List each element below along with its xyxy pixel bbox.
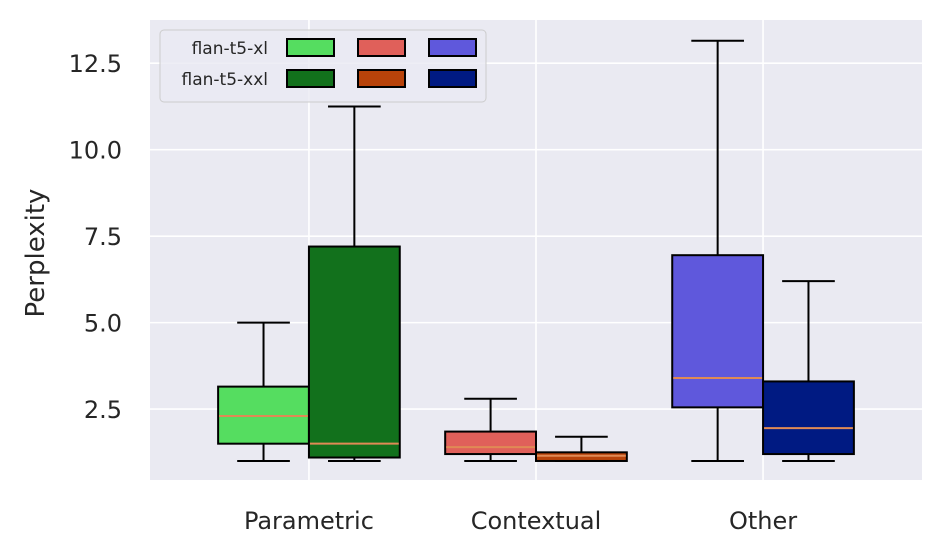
legend: flan-t5-xl flan-t5-xxl [159, 29, 487, 103]
box-body [307, 245, 401, 459]
box-group [762, 280, 855, 462]
box-series [217, 39, 855, 462]
box-body [762, 380, 855, 456]
box-body [444, 430, 538, 456]
x-tick-label: Contextual [471, 507, 602, 535]
y-axis-label: Perplexity [21, 189, 51, 318]
y-tick-label: 12.5 [69, 50, 122, 78]
y-tick-label: 2.5 [84, 396, 122, 424]
box-group [671, 39, 765, 462]
legend-swatch [357, 38, 406, 57]
legend-label: flan-t5-xl [192, 39, 268, 59]
box-body [671, 254, 765, 409]
legend-label: flan-t5-xxl [182, 70, 269, 90]
x-tick-label: Other [729, 507, 797, 535]
legend-swatch [357, 69, 406, 88]
box-group [444, 397, 538, 462]
y-axis-ticks: 2.5 5.0 7.5 10.0 12.5 [69, 50, 122, 424]
y-tick-label: 7.5 [84, 223, 122, 251]
legend-swatch [428, 69, 477, 88]
x-tick-label: Parametric [244, 507, 374, 535]
x-axis-ticks: Parametric Contextual Other [244, 507, 797, 535]
y-tick-label: 10.0 [69, 137, 122, 165]
y-tick-label: 5.0 [84, 310, 122, 338]
legend-swatch [286, 38, 335, 57]
box-group [307, 105, 401, 462]
box-group [217, 321, 310, 462]
legend-swatch [286, 69, 335, 88]
box-group [535, 435, 628, 462]
legend-swatch [428, 38, 477, 57]
